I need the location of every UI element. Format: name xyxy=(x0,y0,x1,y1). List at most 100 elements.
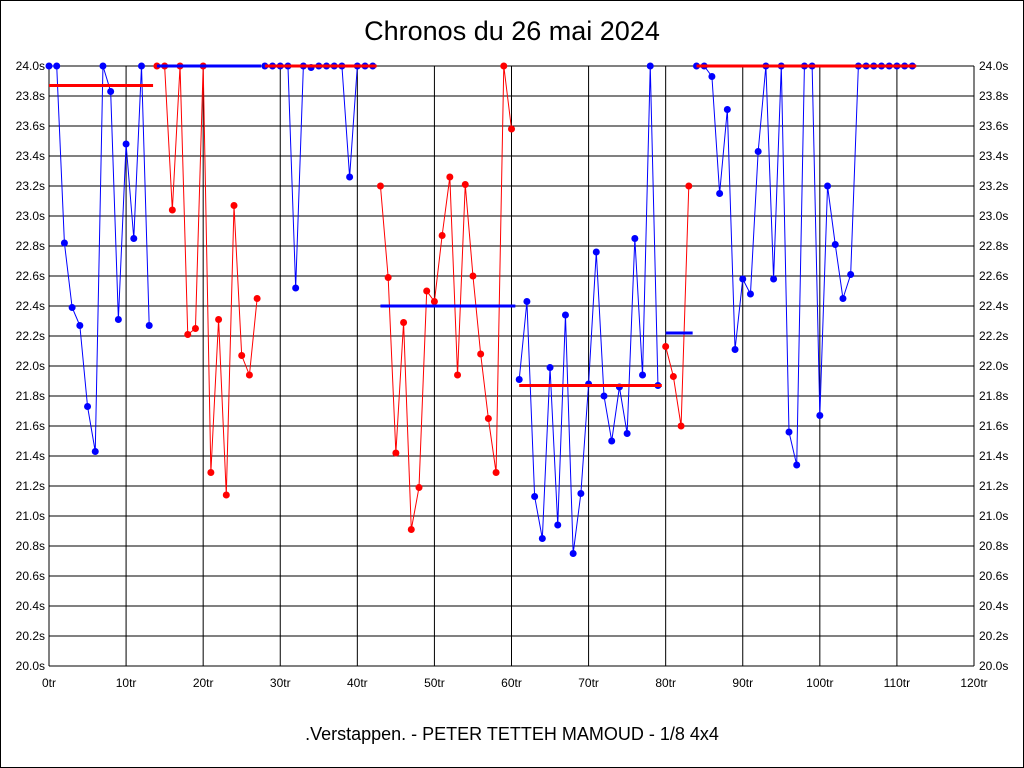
y-tick-label-right: 20.4s xyxy=(979,599,1008,613)
x-tick-label: 20tr xyxy=(193,676,214,690)
data-point xyxy=(53,62,61,70)
data-point xyxy=(477,350,485,358)
data-point xyxy=(515,376,523,383)
y-tick-label-left: 22.0s xyxy=(16,359,45,373)
data-point xyxy=(392,449,400,457)
x-tick-label: 70tr xyxy=(578,676,599,690)
series-line-stint3 xyxy=(264,65,373,289)
data-point xyxy=(577,490,585,497)
y-tick-label-right: 22.2s xyxy=(979,329,1008,343)
y-tick-label-left: 23.4s xyxy=(16,149,45,163)
y-tick-label-right: 23.0s xyxy=(979,209,1008,223)
data-point xyxy=(531,493,539,500)
data-point xyxy=(492,469,500,476)
data-point xyxy=(423,287,431,295)
y-tick-label-left: 22.2s xyxy=(16,329,45,343)
data-point xyxy=(484,415,492,422)
y-tick-label-right: 20.6s xyxy=(979,569,1008,583)
data-point xyxy=(500,62,508,70)
y-tick-label-left: 20.6s xyxy=(16,569,45,583)
data-point xyxy=(546,364,554,371)
data-point xyxy=(84,403,92,410)
y-tick-label-left: 20.0s xyxy=(16,659,45,673)
data-point xyxy=(839,295,847,302)
data-point xyxy=(824,182,832,190)
data-point xyxy=(384,274,392,281)
data-point xyxy=(114,316,122,323)
y-tick-label-right: 23.4s xyxy=(979,149,1008,163)
data-point xyxy=(538,535,546,542)
data-point xyxy=(685,182,693,190)
y-tick-label-left: 22.6s xyxy=(16,269,45,283)
data-point xyxy=(76,322,84,329)
x-tick-label: 120tr xyxy=(960,676,987,690)
y-tick-label-left: 23.6s xyxy=(16,119,45,133)
y-tick-label-right: 24.0s xyxy=(979,59,1008,73)
chart-title: Chronos du 26 mai 2024 xyxy=(364,16,660,46)
data-point xyxy=(99,62,107,70)
data-point xyxy=(454,371,462,379)
data-point xyxy=(222,491,230,499)
data-point xyxy=(407,526,415,533)
data-point xyxy=(415,484,423,491)
y-tick-label-left: 20.4s xyxy=(16,599,45,613)
y-tick-label-right: 22.4s xyxy=(979,299,1008,313)
y-tick-label-right: 23.2s xyxy=(979,179,1008,193)
y-tick-label-right: 22.8s xyxy=(979,239,1008,253)
x-tick-label: 60tr xyxy=(501,676,522,690)
data-point xyxy=(122,140,130,148)
data-point xyxy=(138,62,145,70)
data-point xyxy=(230,202,238,209)
data-point xyxy=(554,521,562,529)
y-tick-label-right: 23.6s xyxy=(979,119,1008,133)
series-line-stint6 xyxy=(665,185,690,427)
y-tick-label-right: 21.4s xyxy=(979,449,1008,463)
data-point xyxy=(446,173,454,181)
y-tick-label-left: 20.8s xyxy=(16,539,45,553)
x-tick-label: 100tr xyxy=(806,676,833,690)
data-point xyxy=(770,275,778,283)
data-point xyxy=(130,235,138,242)
data-point xyxy=(561,311,569,319)
data-point xyxy=(669,373,677,380)
y-tick-label-right: 21.2s xyxy=(979,479,1008,493)
data-point xyxy=(731,346,739,353)
chart-subtitle: .Verstappen. - PETER TETTEH MAMOUD - 1/8… xyxy=(305,724,719,744)
y-tick-label-left: 23.0s xyxy=(16,209,45,223)
data-point xyxy=(184,331,192,338)
data-point xyxy=(754,148,762,155)
data-point xyxy=(107,88,115,95)
y-tick-label-right: 22.0s xyxy=(979,359,1008,373)
data-point xyxy=(45,62,53,70)
data-point xyxy=(816,412,824,419)
data-point xyxy=(438,232,446,239)
x-tick-label: 110tr xyxy=(884,676,910,690)
data-point xyxy=(245,371,253,379)
data-point xyxy=(400,319,408,326)
data-point xyxy=(739,275,747,283)
data-point xyxy=(639,371,647,379)
y-tick-label-left: 21.4s xyxy=(16,449,45,463)
data-point xyxy=(238,352,246,359)
y-tick-label-right: 22.6s xyxy=(979,269,1008,283)
data-point xyxy=(646,62,654,70)
data-point xyxy=(145,322,153,329)
data-point xyxy=(662,343,670,350)
data-point xyxy=(523,298,531,305)
series-line-stint4 xyxy=(379,65,512,530)
data-point xyxy=(60,239,68,247)
data-point xyxy=(191,325,199,332)
data-point xyxy=(847,271,855,278)
data-point xyxy=(793,461,801,469)
y-tick-label-right: 20.2s xyxy=(979,629,1008,643)
y-tick-label-right: 23.8s xyxy=(979,89,1008,103)
data-point xyxy=(68,304,76,311)
series-line-stint2 xyxy=(156,65,258,496)
data-point xyxy=(569,550,577,557)
data-point xyxy=(207,469,215,476)
series-line-stint1 xyxy=(49,65,150,452)
y-tick-label-right: 21.0s xyxy=(979,509,1008,523)
y-tick-label-left: 23.2s xyxy=(16,179,45,193)
y-tick-label-right: 20.8s xyxy=(979,539,1008,553)
